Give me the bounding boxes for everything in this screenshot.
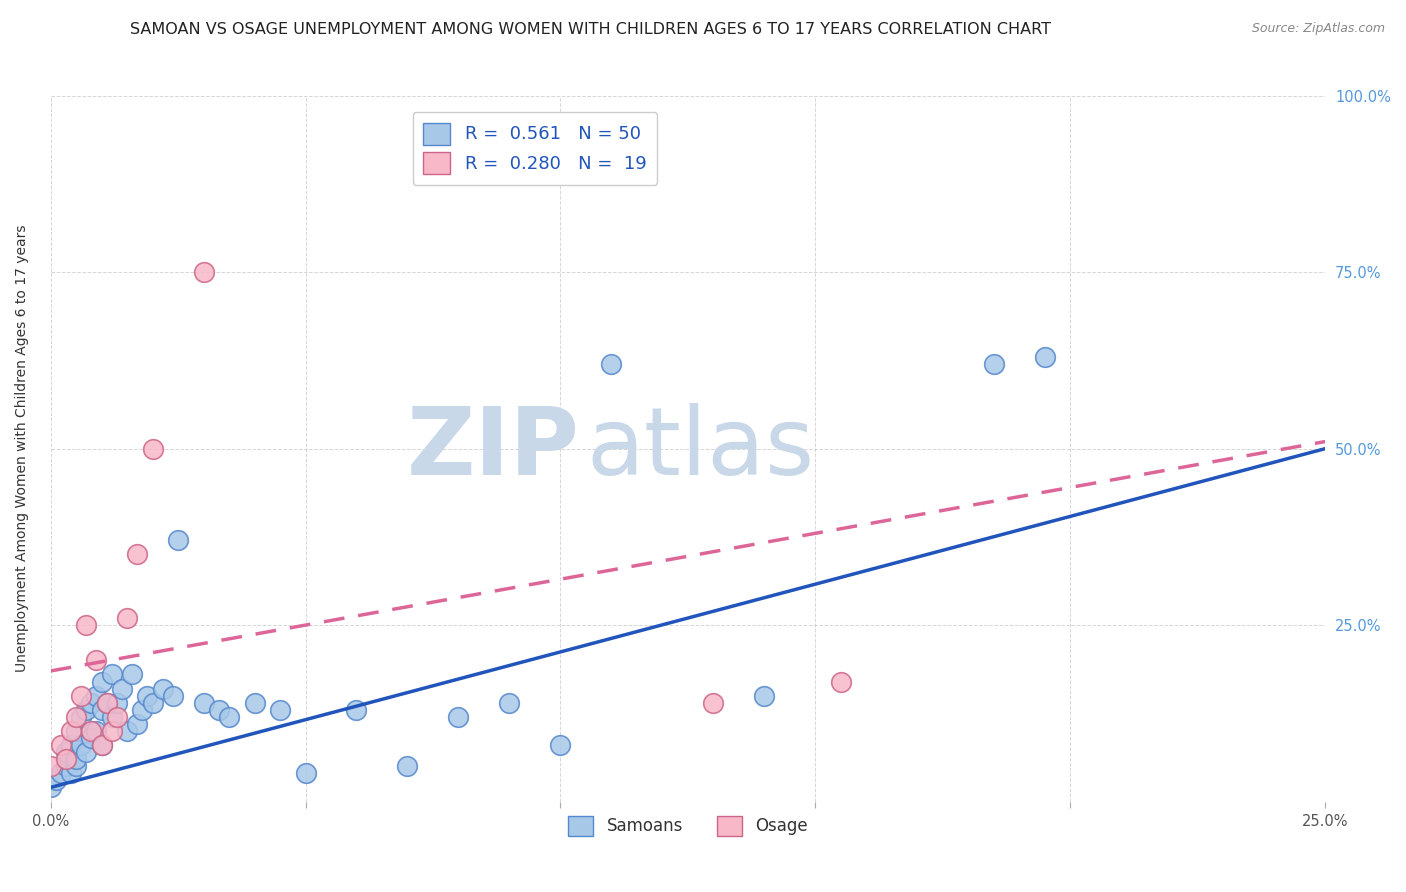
- Point: [75, 618, 97, 632]
- Point: [59, 766, 82, 780]
- Point: [96, 696, 118, 710]
- Point: [100, 667, 122, 681]
- Point: [55, 759, 77, 773]
- Point: [131, 703, 153, 717]
- Point: [86, 653, 108, 667]
- Point: [75, 745, 97, 759]
- Point: [141, 442, 163, 456]
- Point: [45, 773, 67, 788]
- Point: [59, 738, 82, 752]
- Point: [396, 759, 419, 773]
- Point: [550, 738, 572, 752]
- Point: [346, 703, 368, 717]
- Point: [498, 696, 520, 710]
- Point: [86, 723, 108, 738]
- Point: [447, 710, 470, 724]
- Point: [193, 265, 215, 279]
- Point: [136, 689, 159, 703]
- Point: [105, 696, 128, 710]
- Point: [1033, 350, 1056, 364]
- Point: [90, 674, 112, 689]
- Point: [49, 766, 72, 780]
- Point: [75, 703, 97, 717]
- Point: [86, 689, 108, 703]
- Point: [100, 710, 122, 724]
- Point: [65, 723, 87, 738]
- Point: [70, 738, 93, 752]
- Point: [80, 723, 103, 738]
- Point: [127, 717, 149, 731]
- Point: [152, 681, 174, 696]
- Point: [167, 533, 190, 548]
- Point: [65, 759, 87, 773]
- Point: [115, 723, 138, 738]
- Point: [193, 696, 215, 710]
- Point: [90, 738, 112, 752]
- Point: [100, 723, 122, 738]
- Point: [70, 710, 93, 724]
- Point: [162, 689, 184, 703]
- Point: [90, 703, 112, 717]
- Text: Source: ZipAtlas.com: Source: ZipAtlas.com: [1251, 22, 1385, 36]
- Point: [55, 752, 77, 766]
- Point: [65, 710, 87, 724]
- Point: [127, 548, 149, 562]
- Legend: Samoans, Osage: Samoans, Osage: [562, 809, 814, 843]
- Point: [830, 674, 852, 689]
- Point: [105, 710, 128, 724]
- Point: [600, 357, 623, 371]
- Point: [59, 723, 82, 738]
- Point: [294, 766, 316, 780]
- Point: [80, 731, 103, 745]
- Text: atlas: atlas: [586, 402, 814, 494]
- Point: [218, 710, 240, 724]
- Point: [39, 759, 62, 773]
- Point: [80, 696, 103, 710]
- Y-axis label: Unemployment Among Women with Children Ages 6 to 17 years: Unemployment Among Women with Children A…: [15, 225, 30, 673]
- Point: [70, 689, 93, 703]
- Point: [55, 745, 77, 759]
- Point: [96, 696, 118, 710]
- Point: [208, 703, 231, 717]
- Point: [90, 738, 112, 752]
- Point: [39, 780, 62, 795]
- Point: [983, 357, 1005, 371]
- Point: [111, 681, 134, 696]
- Point: [269, 703, 291, 717]
- Point: [65, 752, 87, 766]
- Point: [243, 696, 266, 710]
- Point: [49, 738, 72, 752]
- Point: [754, 689, 776, 703]
- Point: [121, 667, 143, 681]
- Point: [141, 696, 163, 710]
- Text: SAMOAN VS OSAGE UNEMPLOYMENT AMONG WOMEN WITH CHILDREN AGES 6 TO 17 YEARS CORREL: SAMOAN VS OSAGE UNEMPLOYMENT AMONG WOMEN…: [129, 22, 1052, 37]
- Point: [115, 611, 138, 625]
- Text: ZIP: ZIP: [406, 402, 579, 494]
- Point: [702, 696, 724, 710]
